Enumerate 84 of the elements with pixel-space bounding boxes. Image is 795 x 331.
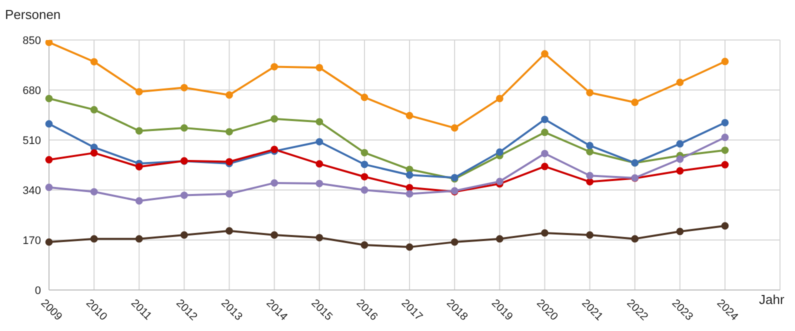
point	[90, 188, 98, 196]
point	[270, 179, 278, 187]
point	[180, 231, 188, 239]
point	[541, 128, 548, 136]
point	[316, 118, 324, 126]
y-tick-label: 170	[22, 234, 41, 247]
point	[586, 88, 594, 96]
point	[450, 124, 458, 132]
point	[360, 160, 368, 168]
point	[45, 238, 53, 246]
point	[676, 78, 684, 86]
point	[90, 58, 98, 66]
point	[226, 128, 233, 136]
point	[496, 178, 504, 186]
point	[90, 235, 98, 243]
point	[721, 222, 729, 230]
point	[90, 149, 98, 157]
point	[135, 127, 143, 135]
point	[180, 192, 188, 199]
point	[226, 227, 233, 235]
point	[316, 138, 324, 146]
point	[226, 190, 233, 198]
point	[135, 88, 143, 96]
point	[450, 238, 458, 246]
y-tick-label: 340	[22, 184, 41, 197]
point	[135, 197, 143, 205]
point	[496, 235, 504, 243]
point	[270, 63, 278, 70]
point	[721, 134, 729, 142]
point	[586, 172, 594, 180]
y-tick-label: 510	[22, 134, 41, 147]
point	[496, 148, 504, 156]
point	[180, 124, 188, 132]
point	[496, 94, 504, 102]
point	[270, 115, 278, 123]
point	[270, 231, 278, 239]
point	[316, 64, 324, 72]
point	[406, 171, 414, 179]
point	[721, 118, 729, 126]
point	[541, 50, 548, 58]
point	[90, 106, 98, 114]
point	[360, 186, 368, 194]
point	[586, 231, 594, 239]
point	[45, 40, 53, 46]
point	[676, 155, 684, 163]
point	[226, 91, 233, 99]
point	[541, 229, 548, 237]
point	[360, 173, 368, 180]
point	[45, 184, 53, 192]
point	[676, 228, 684, 236]
point	[631, 235, 639, 243]
point	[631, 98, 639, 106]
point	[676, 140, 684, 148]
point	[45, 156, 53, 164]
point	[316, 180, 324, 188]
y-tick-label: 850	[22, 34, 41, 47]
point	[135, 163, 143, 170]
point	[360, 94, 368, 102]
point	[406, 112, 414, 120]
point	[316, 234, 324, 242]
point	[316, 160, 324, 168]
point	[360, 241, 368, 249]
point	[45, 120, 53, 128]
y-axis-title: Personen	[5, 7, 61, 22]
point	[541, 162, 548, 170]
point	[406, 184, 414, 192]
point	[586, 178, 594, 186]
point	[721, 146, 729, 154]
point	[406, 190, 414, 198]
point	[135, 235, 143, 243]
point	[721, 58, 729, 66]
point	[586, 148, 594, 156]
y-tick-label: 0	[34, 284, 41, 297]
point	[721, 161, 729, 168]
point	[541, 150, 548, 158]
point	[45, 94, 53, 102]
x-axis-title: Jahr	[759, 292, 784, 307]
point	[676, 167, 684, 175]
point	[406, 243, 414, 251]
point	[541, 116, 548, 124]
point	[360, 148, 368, 156]
y-tick-label: 680	[22, 84, 41, 97]
point	[586, 142, 594, 150]
point	[180, 84, 188, 92]
